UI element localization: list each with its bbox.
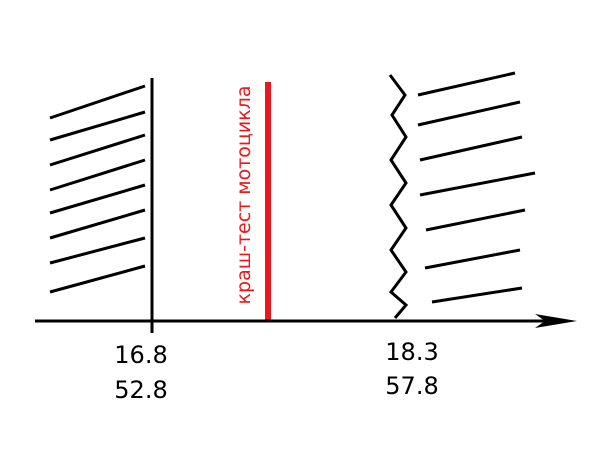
right-top-value: 18.3 <box>385 338 438 366</box>
left-top-value: 16.8 <box>114 341 167 369</box>
axis-arrow <box>535 314 577 328</box>
left-hatching <box>49 84 146 294</box>
zigzag <box>388 74 409 319</box>
right-hatching <box>417 71 536 304</box>
crash-label: краш-тест мотоцикла <box>233 86 255 305</box>
left-bottom-value: 52.8 <box>114 376 167 404</box>
right-bottom-value: 57.8 <box>385 372 438 400</box>
